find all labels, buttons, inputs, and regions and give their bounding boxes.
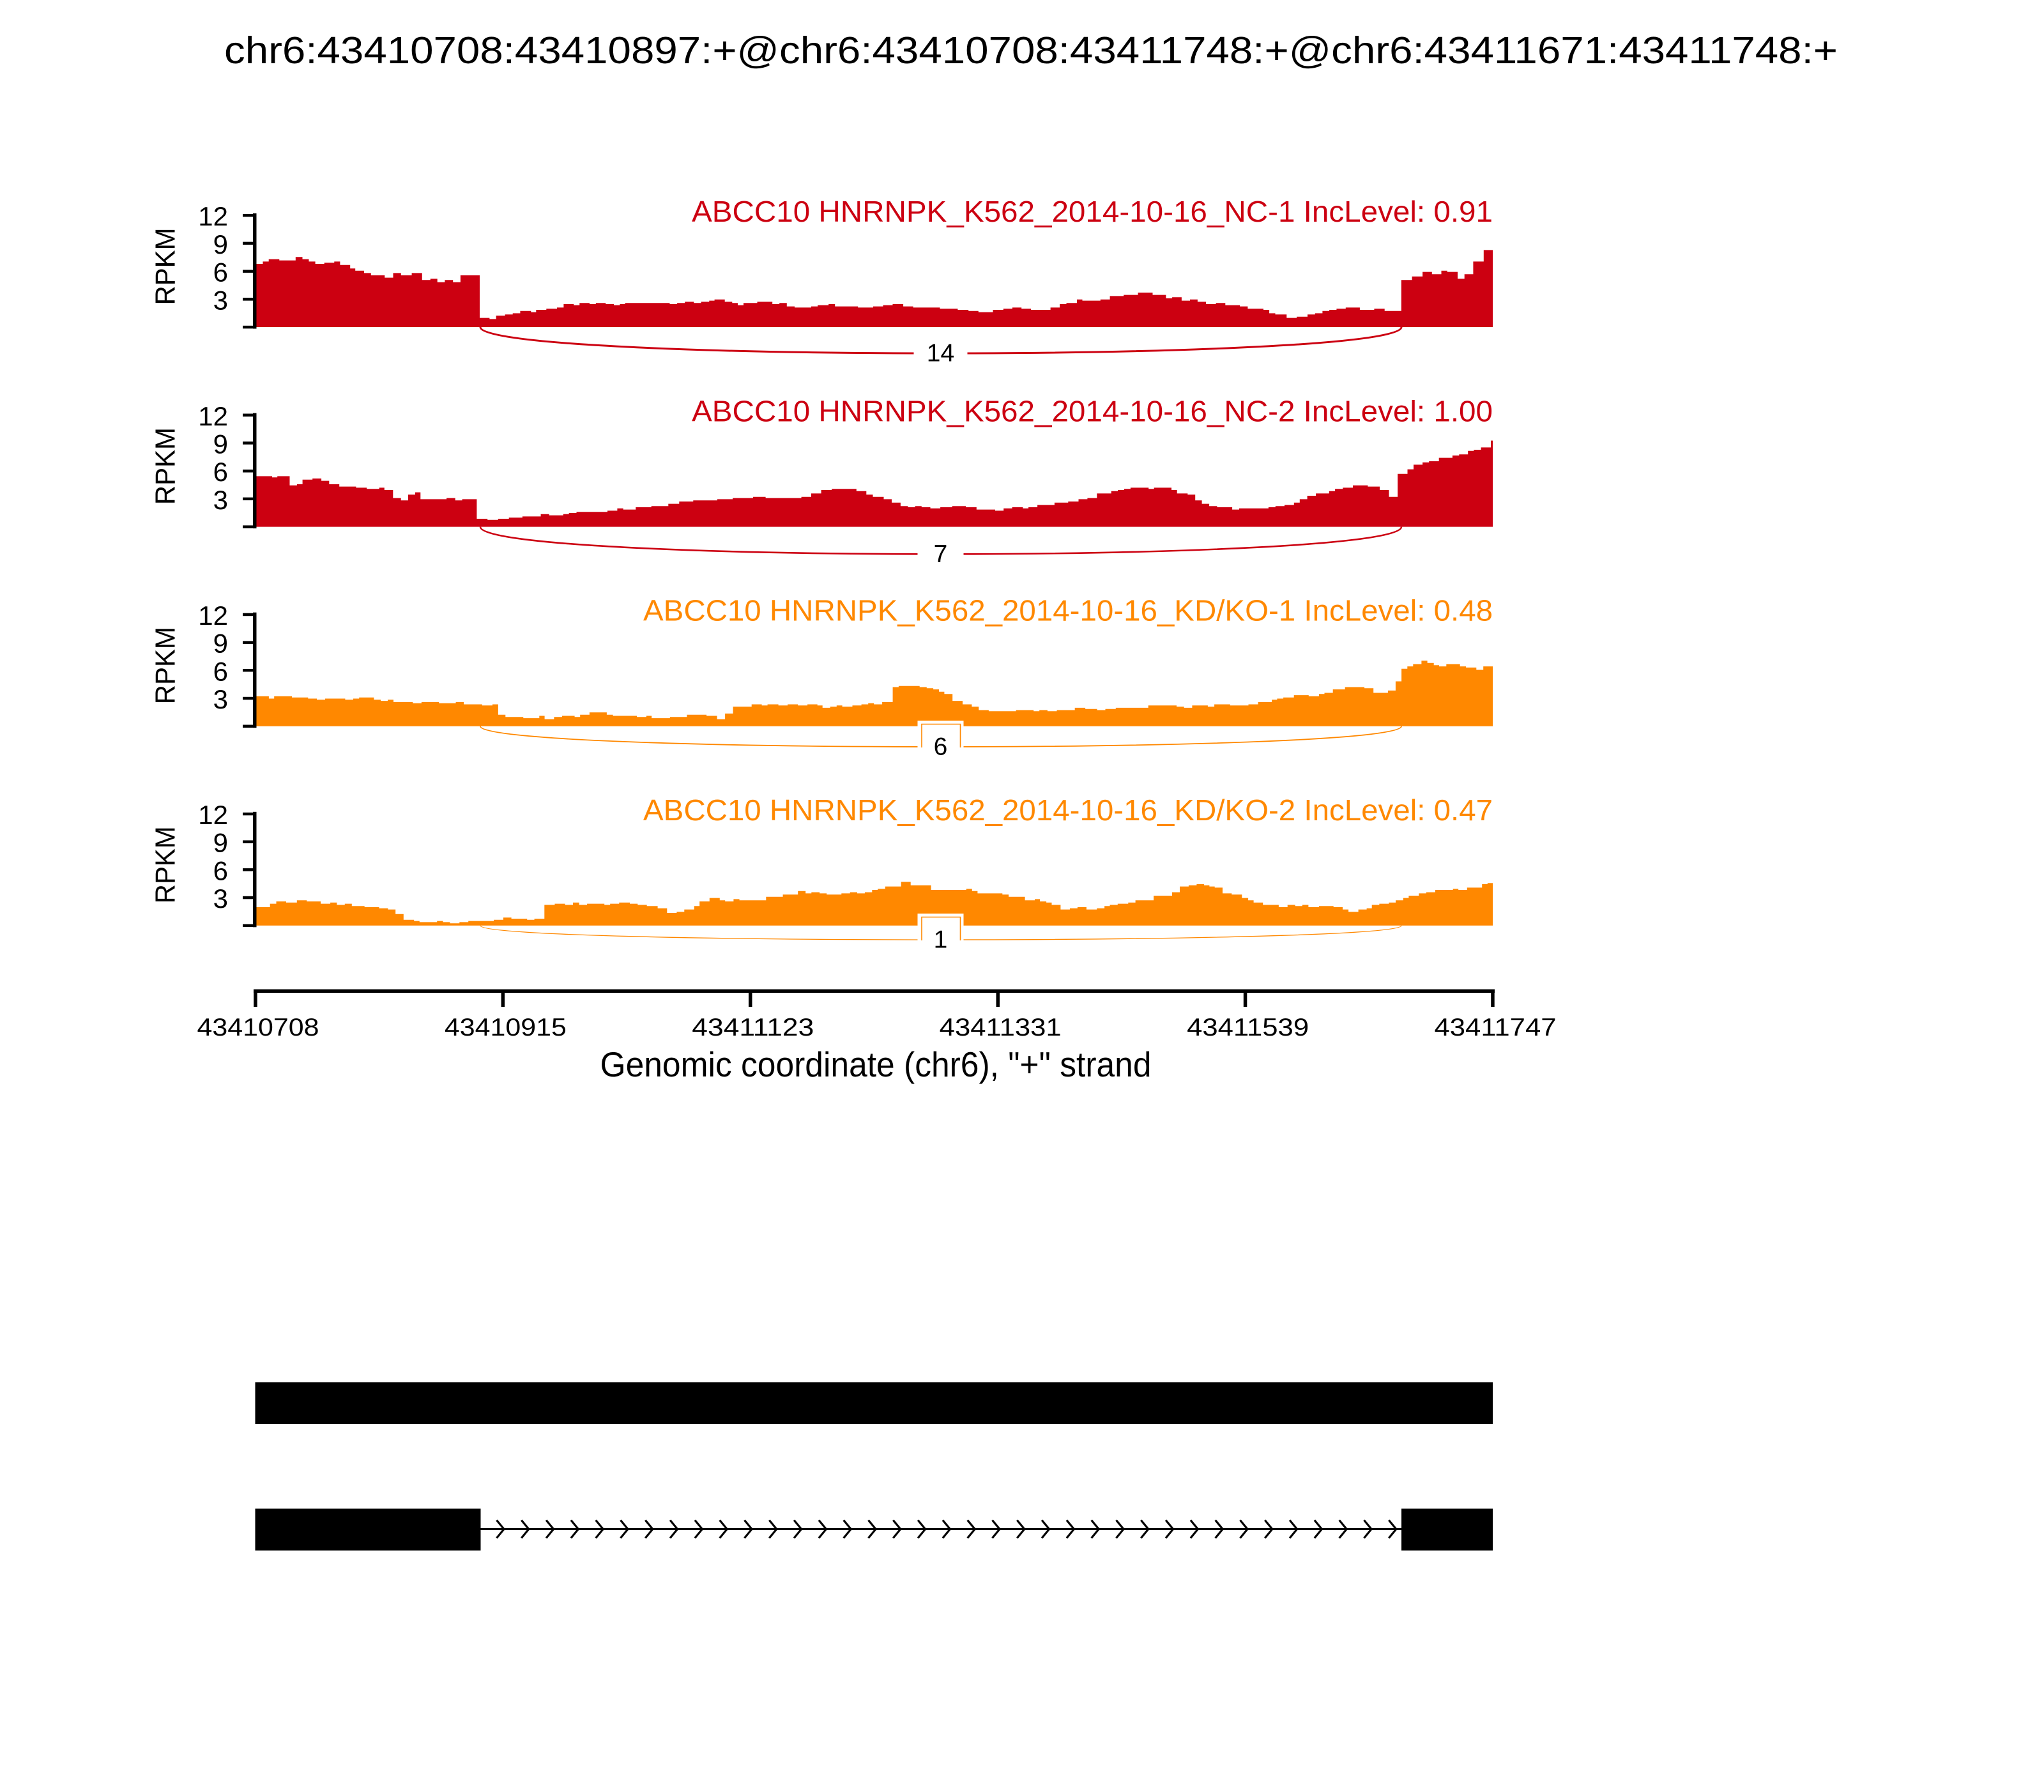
svg-text:6: 6 — [213, 257, 228, 287]
svg-text:RPKM: RPKM — [150, 627, 181, 704]
svg-text:9: 9 — [213, 229, 228, 259]
svg-text:6: 6 — [213, 656, 228, 686]
svg-text:chr6:43410708:43410897:+@chr6:: chr6:43410708:43410897:+@chr6:43410708:4… — [224, 29, 1838, 72]
svg-text:Genomic coordinate (chr6), "+": Genomic coordinate (chr6), "+" strand — [600, 1045, 1152, 1084]
svg-text:RPKM: RPKM — [150, 826, 181, 903]
svg-text:9: 9 — [213, 828, 228, 858]
svg-text:3: 3 — [213, 884, 228, 914]
svg-text:3: 3 — [213, 684, 228, 714]
svg-text:9: 9 — [213, 429, 228, 459]
svg-text:ABCC10 HNRNPK_K562_2014-10-16_: ABCC10 HNRNPK_K562_2014-10-16_KD/KO-2 In… — [643, 793, 1493, 827]
svg-text:ABCC10 HNRNPK_K562_2014-10-16_: ABCC10 HNRNPK_K562_2014-10-16_NC-2 IncLe… — [692, 395, 1493, 428]
svg-text:6: 6 — [934, 733, 948, 761]
svg-text:1: 1 — [934, 926, 948, 954]
svg-text:7: 7 — [934, 540, 948, 568]
svg-text:43411123: 43411123 — [692, 1014, 814, 1041]
svg-text:43410708: 43410708 — [197, 1014, 319, 1041]
svg-text:ABCC10 HNRNPK_K562_2014-10-16_: ABCC10 HNRNPK_K562_2014-10-16_KD/KO-1 In… — [643, 594, 1493, 627]
svg-text:12: 12 — [198, 401, 228, 431]
svg-text:6: 6 — [213, 855, 228, 885]
svg-text:14: 14 — [927, 340, 954, 367]
svg-text:43411747: 43411747 — [1435, 1014, 1557, 1041]
svg-text:43411539: 43411539 — [1187, 1014, 1309, 1041]
svg-text:43411331: 43411331 — [940, 1014, 1062, 1041]
svg-text:12: 12 — [198, 601, 228, 631]
svg-text:6: 6 — [213, 457, 228, 487]
svg-text:3: 3 — [213, 485, 228, 515]
svg-text:RPKM: RPKM — [150, 427, 181, 505]
svg-text:9: 9 — [213, 629, 228, 659]
svg-text:43410915: 43410915 — [445, 1014, 567, 1041]
svg-text:ABCC10 HNRNPK_K562_2014-10-16_: ABCC10 HNRNPK_K562_2014-10-16_NC-1 IncLe… — [692, 195, 1493, 228]
svg-text:RPKM: RPKM — [150, 228, 181, 305]
svg-text:12: 12 — [198, 201, 228, 231]
svg-text:3: 3 — [213, 285, 228, 315]
svg-text:12: 12 — [198, 800, 228, 830]
